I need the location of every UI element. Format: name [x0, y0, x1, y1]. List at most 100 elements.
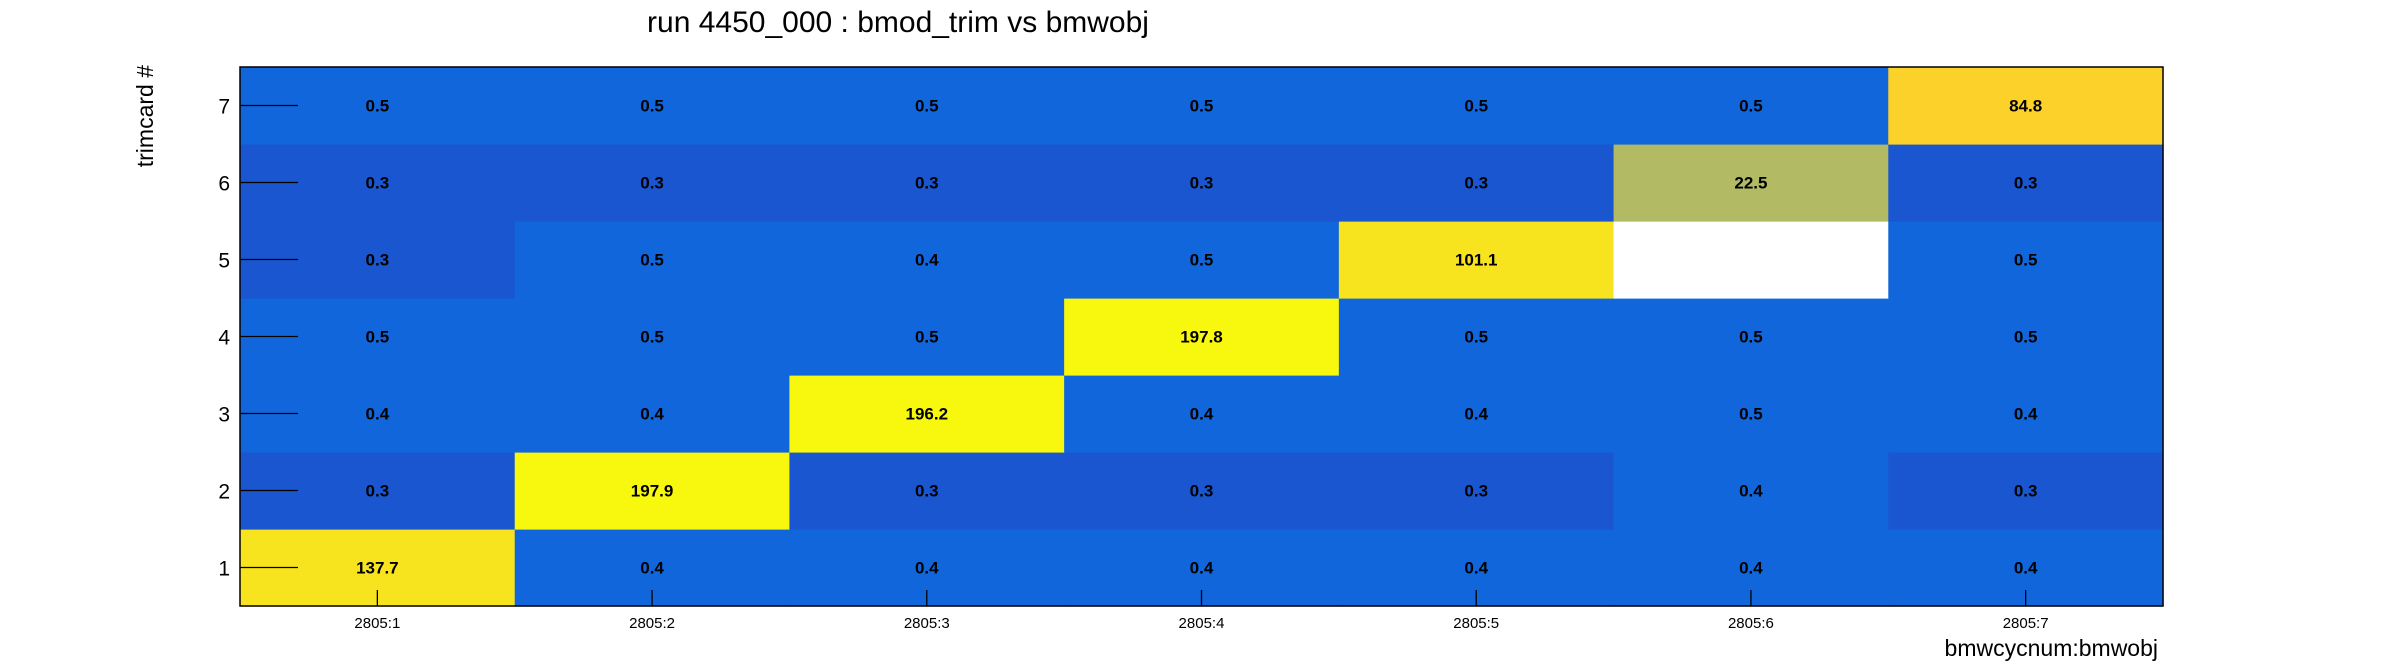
- heatmap-cell: [514, 452, 791, 530]
- cell-value-label: 0.5: [1739, 97, 1763, 116]
- x-tick-label: 2805:4: [1179, 615, 1225, 632]
- cell-value-label: 0.4: [640, 559, 664, 578]
- cell-value-label: 0.4: [1190, 559, 1214, 578]
- cell-value-label: 0.5: [1190, 251, 1214, 270]
- cell-value-label: 0.3: [1464, 174, 1488, 193]
- cell-value-label: 0.5: [1464, 97, 1488, 116]
- heatmap-cell: [1888, 221, 2164, 299]
- cell-value-label: 0.4: [1464, 405, 1488, 424]
- cell-value-label: 0.4: [1190, 405, 1214, 424]
- heatmap-cell: [789, 67, 1065, 145]
- x-tick-label: 2805:2: [629, 615, 675, 632]
- y-tick-label: 2: [218, 481, 230, 504]
- heatmap-cell: [1613, 67, 1889, 145]
- cell-value-label: 0.3: [2014, 482, 2038, 501]
- cell-value-label: 0.3: [915, 174, 939, 193]
- heatmap-cell: [789, 221, 1065, 299]
- x-tick-label: 2805:1: [354, 615, 400, 632]
- x-tick-label: 2805:7: [2003, 615, 2049, 632]
- cell-value-label: 0.4: [2014, 405, 2038, 424]
- cell-value-label: 101.1: [1455, 251, 1498, 270]
- heatmap-cell: [1888, 298, 2164, 376]
- heatmap-cell: [1888, 452, 2164, 530]
- cell-value-label: 0.3: [915, 482, 939, 501]
- cell-value-label: 0.5: [1739, 405, 1763, 424]
- cell-value-label: 0.3: [1190, 174, 1214, 193]
- y-axis-ticks: 1 2 3 4 5 6 7: [218, 96, 298, 581]
- cell-value-label: 0.5: [640, 328, 664, 347]
- heatmap-cell: [514, 67, 791, 145]
- cell-value-label: 0.5: [640, 97, 664, 116]
- x-axis-title: bmwcycnum:bmwobj: [1945, 635, 2158, 661]
- y-tick-label: 3: [218, 404, 230, 427]
- cell-value-label: 0.5: [640, 251, 664, 270]
- cell-value-label: 196.2: [906, 405, 949, 424]
- heatmap-cell: [514, 221, 791, 299]
- heatmap-cell: [1064, 298, 1340, 376]
- x-tick-label: 2805:3: [904, 615, 950, 632]
- cell-value-label: 137.7: [356, 559, 399, 578]
- heatmap-cell: [1888, 144, 2164, 222]
- heatmap-cell: [1613, 298, 1889, 376]
- heatmap-cell: [789, 298, 1065, 376]
- cell-value-label: 22.5: [1734, 174, 1767, 193]
- heatmap-cell: [514, 144, 791, 222]
- cell-value-label: 197.8: [1180, 328, 1223, 347]
- cell-value-label: 0.4: [640, 405, 664, 424]
- cell-value-label: 0.5: [366, 97, 390, 116]
- heatmap-cells: [240, 67, 2164, 607]
- cell-value-label: 197.9: [631, 482, 674, 501]
- cell-value-label: 0.4: [1464, 559, 1488, 578]
- heatmap-cell: [789, 144, 1065, 222]
- heatmap-cell: [1064, 375, 1340, 453]
- cell-value-label: 84.8: [2009, 97, 2042, 116]
- cell-value-label: 0.4: [1739, 559, 1763, 578]
- heatmap-cell: [1064, 221, 1340, 299]
- heatmap-cell: [1338, 375, 1615, 453]
- heatmap-cell: [789, 375, 1065, 453]
- cell-value-label: 0.5: [2014, 251, 2038, 270]
- heatmap-cell: [1613, 144, 1889, 222]
- cell-value-label: 0.3: [366, 482, 390, 501]
- heatmap-cell: [1338, 298, 1615, 376]
- heatmap-cell: [1613, 452, 1889, 530]
- cell-value-label: 0.5: [1464, 328, 1488, 347]
- x-tick-label: 2805:5: [1453, 615, 1499, 632]
- heatmap-cell: [1338, 67, 1615, 145]
- heatmap-cell-labels: 137.7 0.4 0.4 0.4 0.4 0.4 0.4 0.3 197.9 0.3 0.3 0.3…: [356, 97, 2042, 578]
- heatmap-cell: [514, 375, 791, 453]
- cell-value-label: 0.4: [915, 251, 939, 270]
- heatmap-cell: [1338, 221, 1615, 299]
- heatmap-cell: [789, 452, 1065, 530]
- cell-value-label: 0.3: [640, 174, 664, 193]
- y-tick-label: 7: [218, 96, 230, 119]
- y-tick-label: 4: [218, 327, 230, 350]
- cell-value-label: 0.4: [2014, 559, 2038, 578]
- cell-value-label: 0.3: [366, 174, 390, 193]
- cell-value-label: 0.4: [366, 405, 390, 424]
- cell-value-label: 0.5: [366, 328, 390, 347]
- heatmap-cell: [1064, 452, 1340, 530]
- heatmap-cell: [1338, 144, 1615, 222]
- heatmap-cell: [1064, 67, 1340, 145]
- cell-value-label: 0.3: [2014, 174, 2038, 193]
- cell-value-label: 0.5: [915, 97, 939, 116]
- y-tick-label: 6: [218, 173, 230, 196]
- heatmap-cell: [1888, 67, 2164, 145]
- heatmap-cell: [1888, 375, 2164, 453]
- y-tick-label: 1: [218, 558, 230, 581]
- heatmap-cell: [1064, 144, 1340, 222]
- x-axis-ticks: 2805:1 2805:2 2805:3 2805:4 2805:5 2805:6 2805…: [354, 590, 2049, 632]
- cell-value-label: 0.4: [1739, 482, 1763, 501]
- cell-value-label: 0.5: [1739, 328, 1763, 347]
- cell-value-label: 0.4: [915, 559, 939, 578]
- y-tick-label: 5: [218, 250, 230, 273]
- y-axis-title: trimcard #: [132, 65, 158, 167]
- cell-value-label: 0.3: [366, 251, 390, 270]
- heatmap-cell: [1613, 221, 1889, 299]
- cell-value-label: 0.5: [2014, 328, 2038, 347]
- chart-title: run 4450_000 : bmod_trim vs bmwobj: [647, 6, 1149, 39]
- heatmap-cell: [1338, 452, 1615, 530]
- cell-value-label: 0.5: [915, 328, 939, 347]
